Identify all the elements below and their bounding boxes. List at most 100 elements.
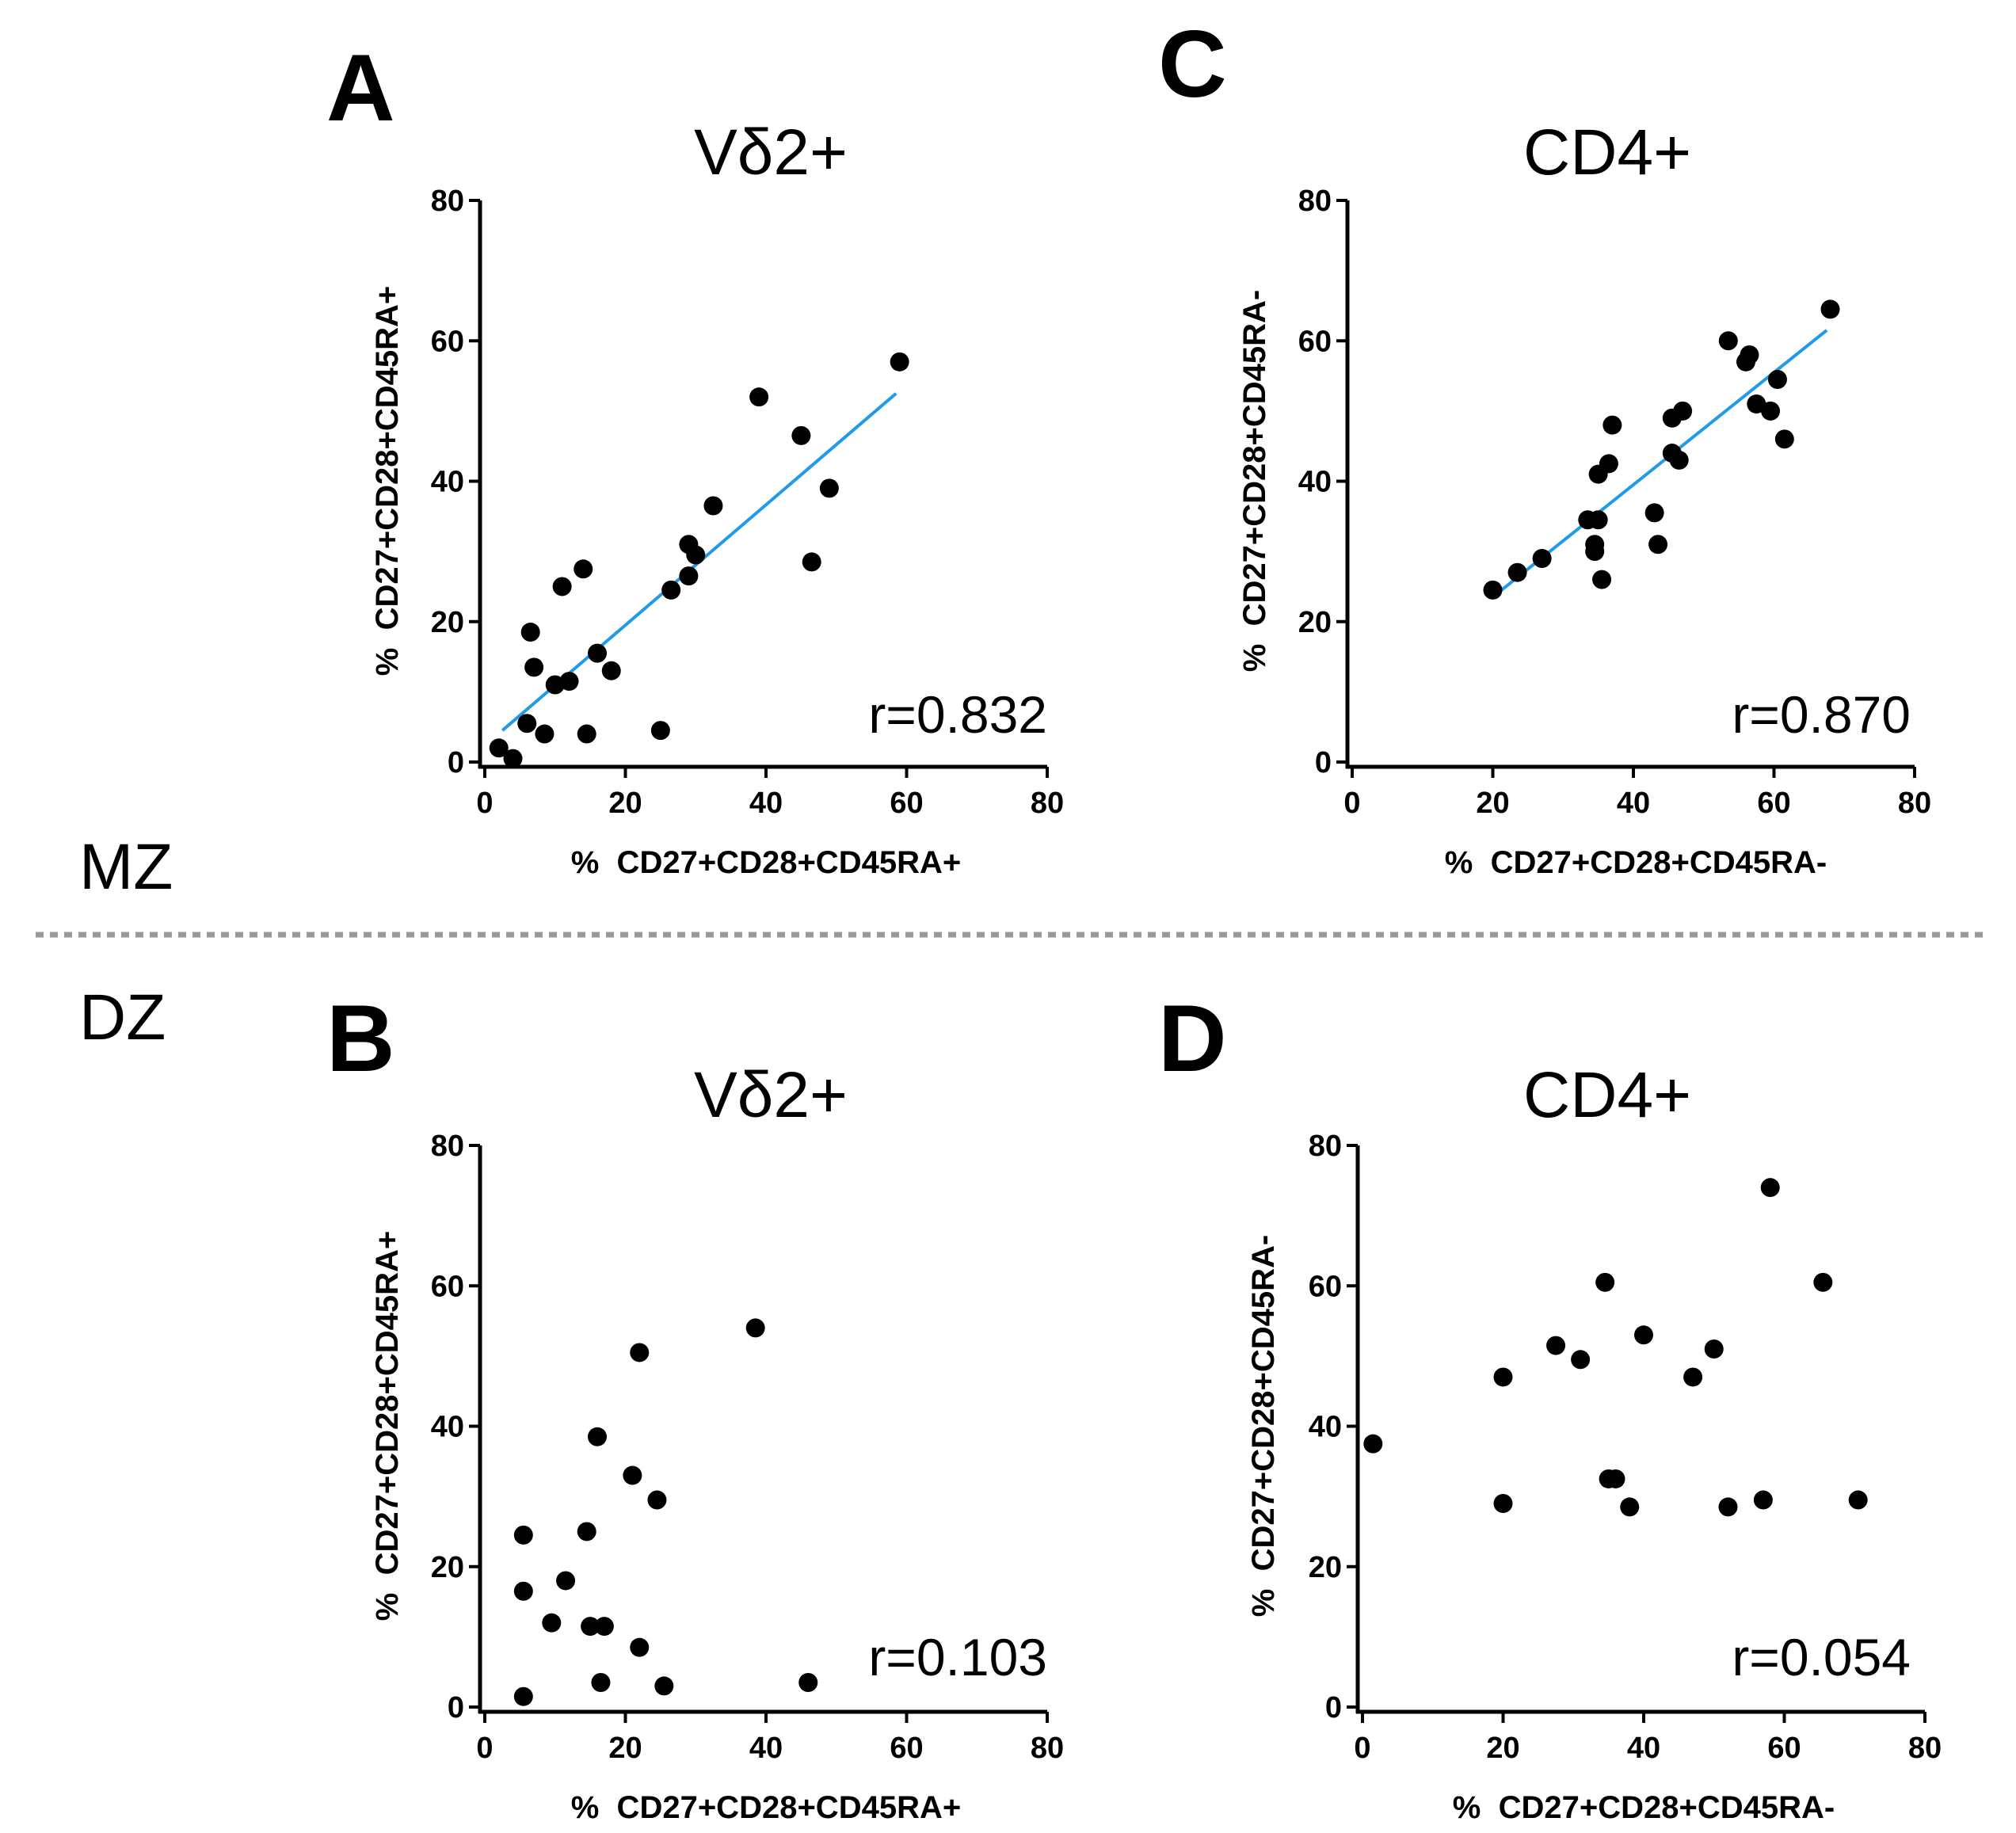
data-point — [1753, 1490, 1773, 1510]
x-axis-label: % CD27+CD28+CD45RA+ — [571, 845, 961, 880]
data-point — [686, 545, 706, 565]
y-tick-label: 80 — [1309, 1130, 1342, 1163]
data-point — [517, 714, 537, 734]
data-point — [1740, 345, 1759, 364]
y-tick-label: 60 — [431, 325, 464, 358]
x-tick-label: 20 — [1476, 787, 1509, 820]
data-point — [661, 580, 681, 600]
correlation-label: r=0.103 — [868, 1628, 1047, 1686]
y-tick-label: 60 — [1298, 325, 1332, 358]
y-tick-label: 0 — [448, 746, 464, 779]
panel-a: A Vδ2+ 0 20 40 60 80 0 20 40 60 80 % CD27+CD28+CD… — [326, 35, 1064, 880]
correlation-label: r=0.870 — [1732, 685, 1911, 744]
data-point — [802, 552, 821, 572]
y-tick-label: 60 — [431, 1270, 464, 1303]
y-tick-label: 20 — [1309, 1551, 1342, 1584]
y-tick-label: 0 — [448, 1691, 464, 1724]
y-tick-label: 0 — [1325, 1691, 1342, 1724]
x-tick-label: 0 — [476, 1732, 493, 1765]
plot-area: 0 20 40 60 80 0 20 40 60 80 — [431, 185, 1064, 820]
data-point — [577, 724, 596, 744]
x-tick-label: 20 — [608, 787, 642, 820]
data-point — [1718, 1497, 1738, 1517]
plot-area: 0 20 40 60 80 0 20 40 60 80 — [431, 1130, 1064, 1765]
y-axis-label: % CD27+CD28+CD45RA+ — [370, 1231, 405, 1621]
data-point — [1718, 331, 1738, 351]
data-point — [556, 1571, 576, 1591]
x-tick-label: 60 — [1757, 787, 1790, 820]
x-tick-label: 60 — [890, 787, 923, 820]
x-tick-label: 40 — [749, 1732, 783, 1765]
data-point — [679, 566, 699, 586]
x-tick-label: 80 — [1031, 787, 1064, 820]
data-point — [1585, 542, 1605, 562]
group-label-dz: DZ — [79, 981, 166, 1054]
y-tick-label: 0 — [1315, 746, 1332, 779]
data-point — [1813, 1272, 1833, 1292]
data-point — [1606, 1469, 1625, 1488]
x-tick-label: 0 — [1343, 787, 1360, 820]
y-tick-label: 40 — [1298, 466, 1332, 499]
y-axis-label: % CD27+CD28+CD45RA+ — [370, 286, 405, 676]
data-point — [630, 1637, 650, 1657]
y-tick-label: 40 — [431, 1411, 464, 1444]
panel-letter: C — [1158, 11, 1227, 117]
x-tick-label: 40 — [1617, 787, 1650, 820]
data-point — [630, 1343, 650, 1362]
x-tick-label: 80 — [1898, 787, 1931, 820]
data-point — [552, 577, 572, 596]
data-point — [647, 1490, 667, 1510]
data-point — [650, 721, 670, 741]
data-point — [1571, 1350, 1591, 1370]
plot-area: 0 20 40 60 80 0 20 40 60 80 — [1298, 185, 1931, 820]
x-tick-label: 60 — [890, 1732, 923, 1765]
x-tick-label: 20 — [608, 1732, 642, 1765]
y-tick-label: 20 — [431, 1551, 464, 1584]
data-point — [1820, 299, 1840, 319]
x-tick-label: 0 — [476, 787, 493, 820]
y-axis-label: % CD27+CD28+CD45RA- — [1246, 1235, 1281, 1617]
data-point — [1767, 369, 1787, 389]
data-point — [1603, 415, 1622, 435]
data-point — [1599, 454, 1618, 474]
data-point — [1507, 562, 1527, 582]
data-point — [524, 657, 544, 677]
y-tick-label: 40 — [1309, 1411, 1342, 1444]
panel-b: B Vδ2+ 0 20 40 60 80 0 20 40 60 80 % CD27+CD28+CD… — [326, 985, 1064, 1825]
data-point — [1588, 510, 1608, 530]
data-point — [574, 559, 593, 579]
data-point — [1595, 1272, 1615, 1292]
y-axis-label: % CD27+CD28+CD45RA- — [1237, 290, 1272, 672]
data-point — [819, 478, 839, 498]
data-point — [513, 1581, 533, 1601]
y-tick-label: 20 — [1298, 606, 1332, 639]
data-point — [654, 1676, 674, 1696]
x-tick-label: 0 — [1354, 1732, 1370, 1765]
data-point — [591, 1672, 611, 1692]
panel-title: CD4+ — [1523, 116, 1691, 189]
data-point — [594, 1617, 614, 1637]
data-point — [1546, 1336, 1566, 1355]
x-tick-label: 80 — [1908, 1732, 1942, 1765]
data-point — [890, 352, 909, 372]
data-point — [1363, 1434, 1383, 1454]
y-tick-label: 80 — [431, 1130, 464, 1163]
x-tick-label: 40 — [749, 787, 783, 820]
data-point — [588, 1427, 607, 1446]
x-axis-label: % CD27+CD28+CD45RA- — [1445, 845, 1827, 880]
x-tick-label: 60 — [1767, 1732, 1801, 1765]
correlation-label: r=0.832 — [868, 685, 1047, 744]
data-point — [1747, 394, 1766, 414]
data-point — [503, 749, 523, 768]
data-point — [520, 623, 540, 642]
data-point — [577, 1522, 596, 1541]
y-tick-label: 80 — [431, 185, 464, 218]
data-point — [601, 661, 621, 680]
data-point — [1493, 1493, 1513, 1513]
data-point — [1669, 450, 1689, 470]
x-tick-label: 20 — [1486, 1732, 1519, 1765]
data-point — [1683, 1367, 1703, 1387]
data-point — [798, 1672, 818, 1692]
data-point — [1848, 1490, 1868, 1510]
